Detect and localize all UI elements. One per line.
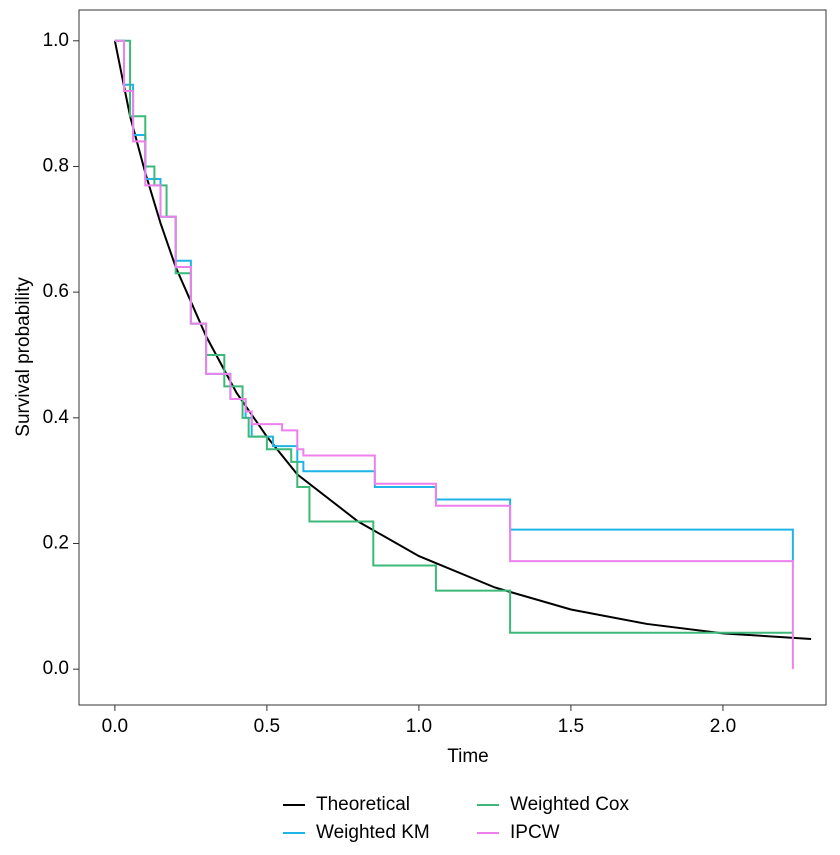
x-tick-label: 0.0 xyxy=(102,716,128,737)
panel-border xyxy=(78,9,827,706)
legend-label: IPCW xyxy=(510,822,560,843)
y-tick-label: 0.2 xyxy=(43,533,69,554)
y-tick-label: 0.0 xyxy=(43,658,69,679)
y-tick-label: 0.4 xyxy=(43,407,70,428)
y-tick-label: 0.6 xyxy=(43,281,69,302)
y-tick-label: 0.8 xyxy=(43,155,69,176)
y-tick-label: 1.0 xyxy=(43,30,69,51)
series-line xyxy=(114,39,793,634)
legend-label: Weighted Cox xyxy=(510,794,629,815)
x-tick-label: 1.0 xyxy=(406,716,432,737)
x-tick-label: 2.0 xyxy=(710,716,736,737)
series-line xyxy=(114,39,794,562)
legend-label: Weighted KM xyxy=(316,822,430,843)
x-tick-label: 0.5 xyxy=(254,716,280,737)
series-line xyxy=(114,39,794,670)
x-tick-label: 1.5 xyxy=(558,716,584,737)
legend-label: Theoretical xyxy=(316,794,410,815)
y-axis-title: Survival probability xyxy=(13,277,34,437)
series-line xyxy=(113,40,812,641)
x-axis-title: Time xyxy=(447,746,489,767)
